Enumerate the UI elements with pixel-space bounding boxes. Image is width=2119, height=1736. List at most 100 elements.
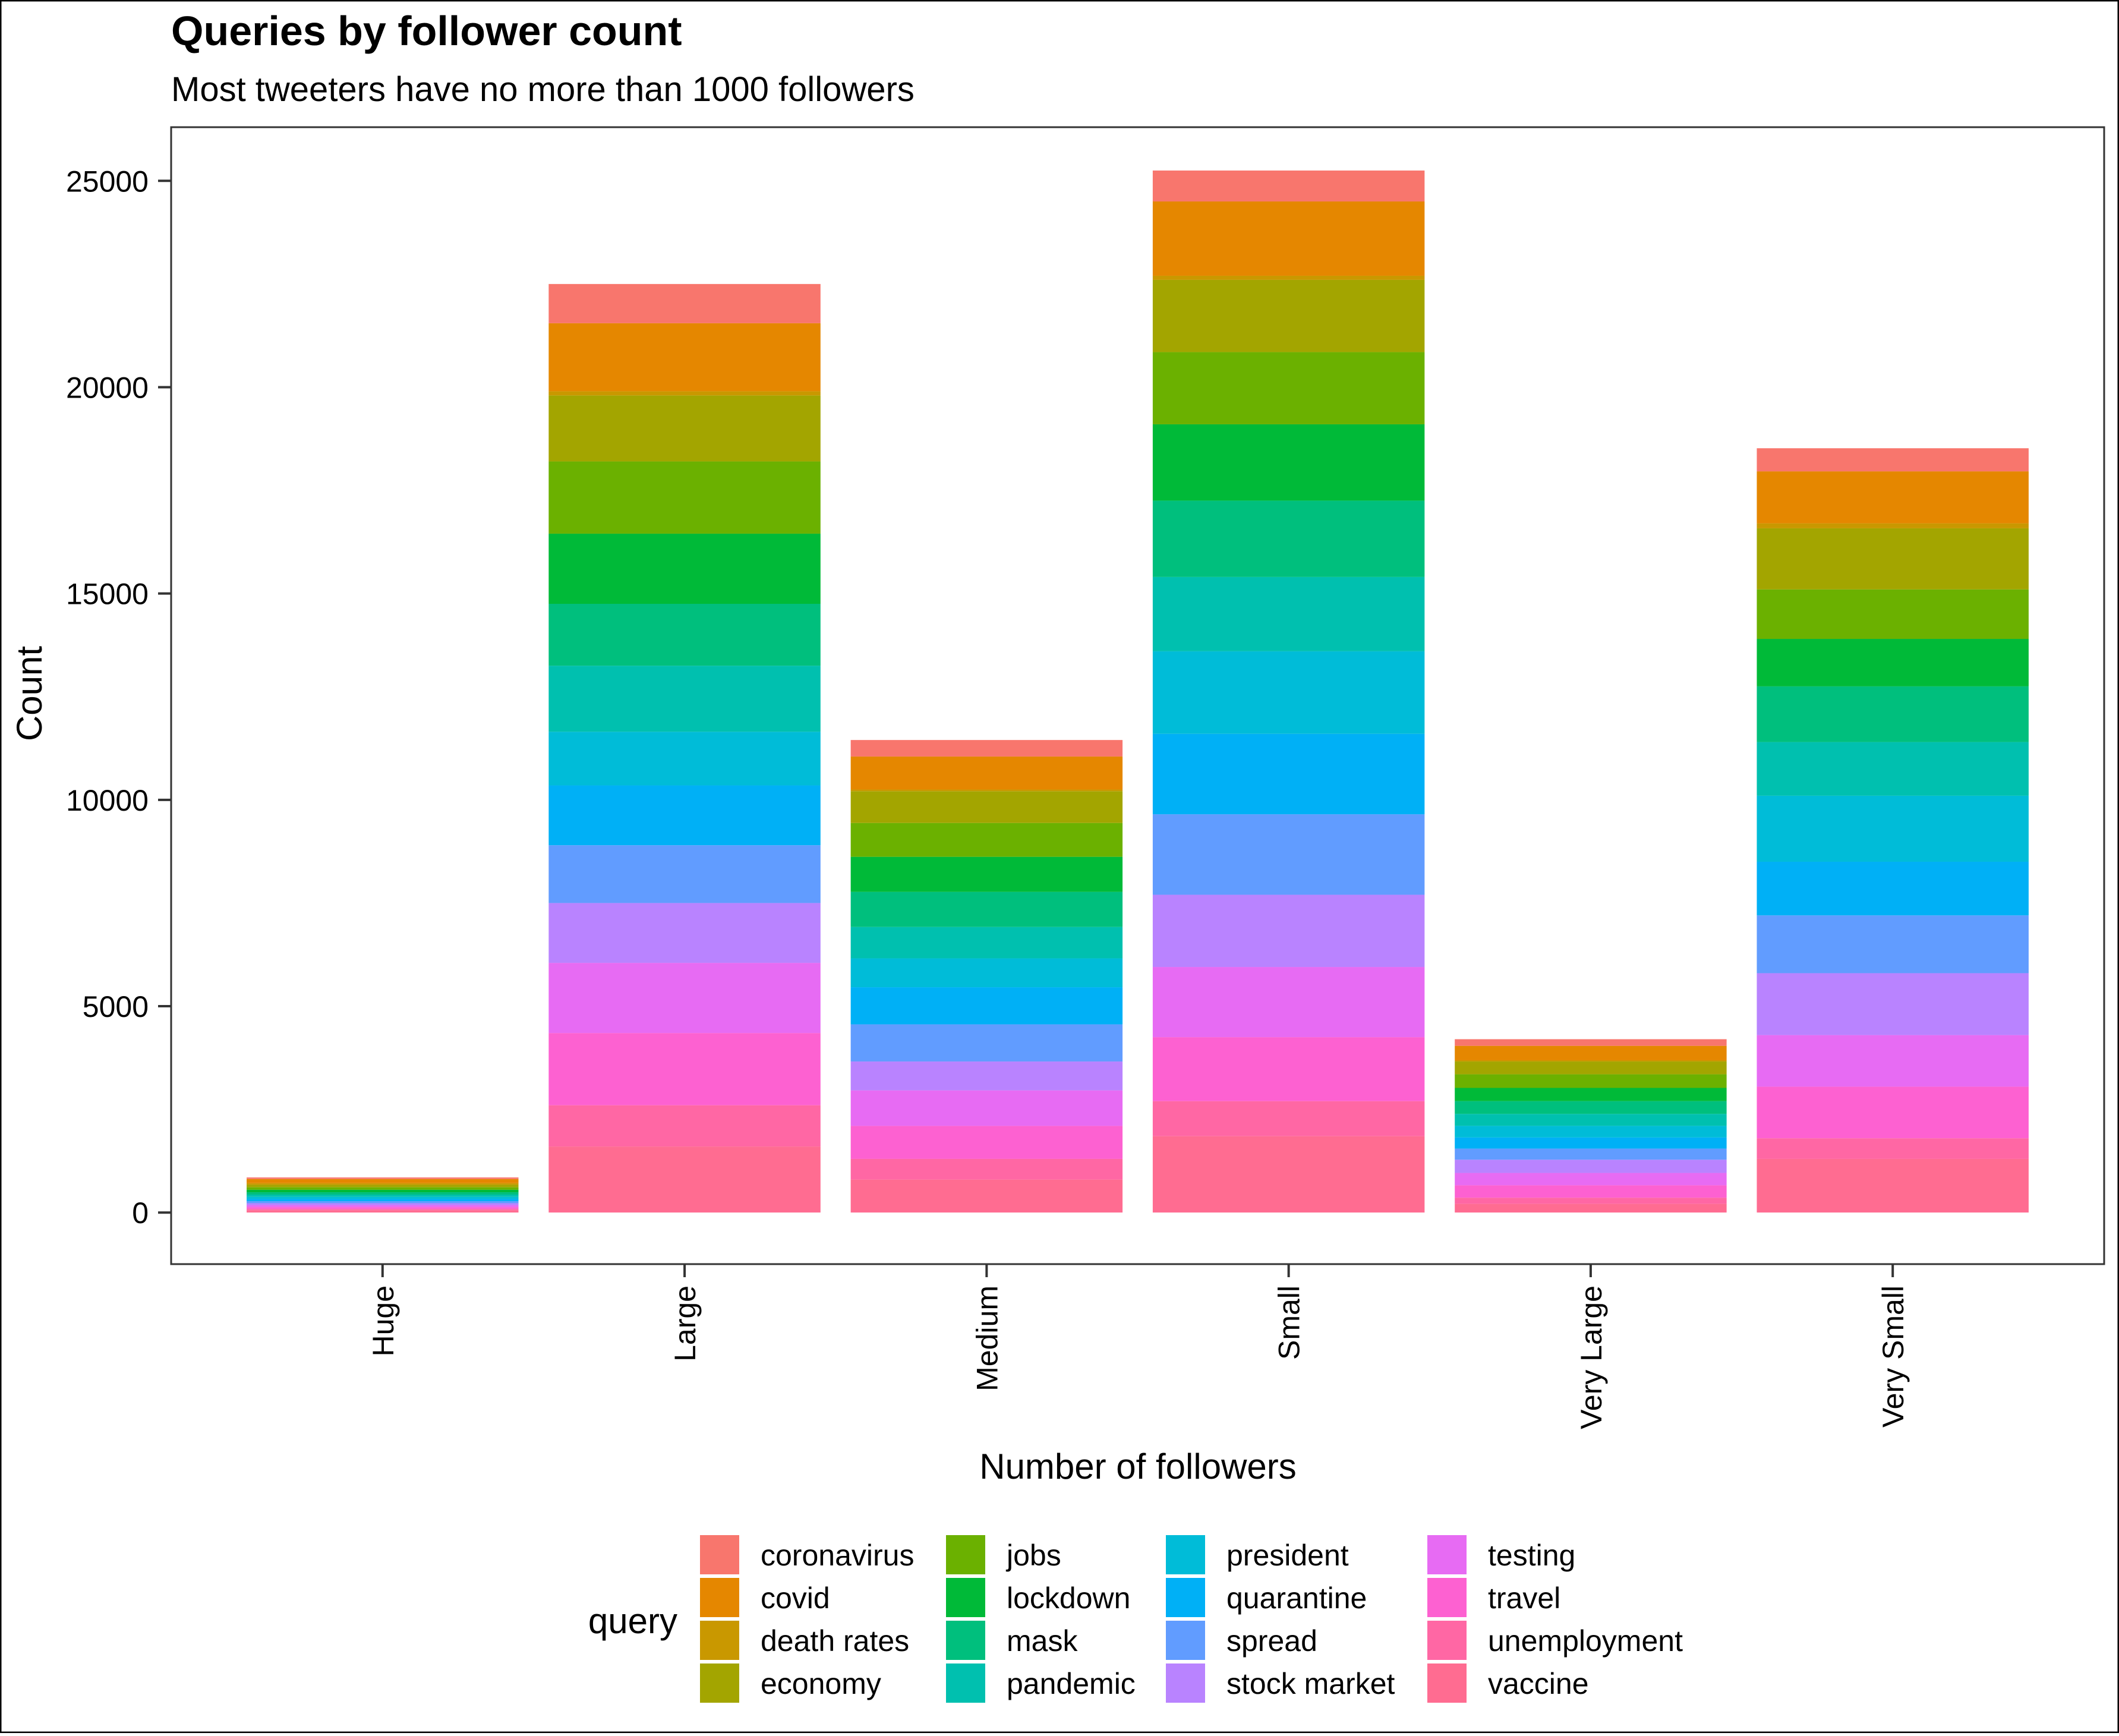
legend-swatch (946, 1578, 985, 1617)
bar-segment (1455, 1039, 1727, 1046)
bar-segment (247, 1183, 519, 1185)
bar-segment (850, 1061, 1123, 1091)
bar-segment (850, 1024, 1123, 1062)
bar-segment (1757, 589, 2029, 639)
y-tick-label: 0 (132, 1196, 149, 1230)
bar-segment (850, 789, 1123, 792)
x-tick-label: Medium (970, 1286, 1004, 1391)
legend-label: coronavirus (761, 1539, 914, 1572)
legend-label: economy (761, 1667, 881, 1700)
legend-label: mask (1007, 1624, 1078, 1658)
bar-segment (1757, 861, 2029, 916)
chart-title: Queries by follower count (171, 8, 682, 54)
x-tick-label: Large (669, 1286, 702, 1362)
legend-label: vaccine (1488, 1667, 1589, 1700)
bar-segment (1152, 424, 1425, 501)
legend-swatch (700, 1535, 739, 1574)
legend-swatch (946, 1621, 985, 1660)
legend: query coronavirus covid death rates economy… (588, 1535, 1683, 1703)
bar-segment (1455, 1061, 1727, 1075)
legend-swatch (1166, 1578, 1205, 1617)
bar-segment (548, 1146, 821, 1213)
bar-segment (1757, 523, 2029, 528)
bar-segment (1152, 1037, 1425, 1101)
bar-segment (1455, 1045, 1727, 1060)
x-tick-label: Very Large (1575, 1286, 1608, 1429)
bar-segment (247, 1179, 519, 1183)
bar-segment (1152, 576, 1425, 651)
bar-segment (1152, 1136, 1425, 1213)
legend-swatch (1427, 1621, 1467, 1660)
bar-segment (1757, 1035, 2029, 1087)
bar-segment (1455, 1101, 1727, 1114)
bars-layer (247, 170, 2029, 1213)
bar-segment (548, 1033, 821, 1105)
bar-segment (1455, 1173, 1727, 1186)
bar-segment (1757, 528, 2029, 590)
legend-swatch (1427, 1578, 1467, 1617)
y-tick-label: 15000 (66, 578, 149, 611)
bar-segment (1455, 1185, 1727, 1198)
legend-label: president (1226, 1539, 1349, 1572)
bar-segment (850, 856, 1123, 892)
y-tick-label: 25000 (66, 165, 149, 198)
bar-segment (548, 391, 821, 396)
bar-segment (247, 1201, 519, 1203)
bar-segment (548, 903, 821, 963)
bar-segment (1152, 733, 1425, 815)
bar-segment (247, 1196, 519, 1199)
bar-segment (1757, 1086, 2029, 1139)
legend-label: jobs (1005, 1539, 1061, 1572)
bar-segment (548, 732, 821, 786)
y-axis: 0 5000 10000 15000 20000 25000 (66, 165, 171, 1230)
legend-label: stock market (1226, 1667, 1395, 1700)
bar-segment (1152, 1101, 1425, 1136)
bar-segment (247, 1207, 519, 1209)
legend-swatch (700, 1663, 739, 1703)
bar-segment (1152, 894, 1425, 968)
bar-segment (850, 756, 1123, 790)
bar-segment (1152, 279, 1425, 352)
bar-segment (247, 1189, 519, 1193)
x-tick-label: Very Small (1877, 1286, 1910, 1428)
bar-segment (247, 1209, 519, 1211)
bar-segment (1757, 1138, 2029, 1159)
bar-segment (548, 785, 821, 846)
bar-segment (1757, 448, 2029, 472)
bar-segment (850, 958, 1123, 988)
bar-segment (548, 666, 821, 732)
bar-segment (548, 283, 821, 323)
legend-label: covid (761, 1581, 830, 1615)
bar-segment (1757, 471, 2029, 524)
x-tick-label: Huge (367, 1286, 400, 1357)
bar-segment (548, 963, 821, 1034)
bar-segment (247, 1205, 519, 1208)
bar-segment (850, 1158, 1123, 1180)
bar-segment (548, 533, 821, 604)
bar-segment (850, 927, 1123, 959)
legend-label: testing (1488, 1539, 1575, 1572)
legend-swatch (1166, 1663, 1205, 1703)
bar-segment (1455, 1088, 1727, 1101)
legend-swatch (946, 1663, 985, 1703)
bar-segment (1455, 1126, 1727, 1138)
legend-label: unemployment (1488, 1624, 1683, 1658)
bar-segment (548, 323, 821, 392)
bar-segment (548, 395, 821, 462)
bar-segment (1152, 275, 1425, 280)
bar-segment (850, 1126, 1123, 1159)
bar-segment (1455, 1148, 1727, 1160)
y-tick-label: 10000 (66, 784, 149, 817)
legend-label: travel (1488, 1581, 1560, 1615)
bar-segment (1757, 1158, 2029, 1213)
bar-segment (850, 1179, 1123, 1213)
bar-segment (1152, 170, 1425, 201)
x-axis: Huge Large Medium Small Very Large Very Small (367, 1264, 1910, 1429)
y-axis-title: Count (10, 646, 49, 741)
plot-panel (170, 126, 2105, 1265)
legend-swatch (1427, 1663, 1467, 1703)
legend-label: spread (1226, 1624, 1317, 1658)
bar-segment (1757, 795, 2029, 862)
legend-swatch (1166, 1621, 1205, 1660)
